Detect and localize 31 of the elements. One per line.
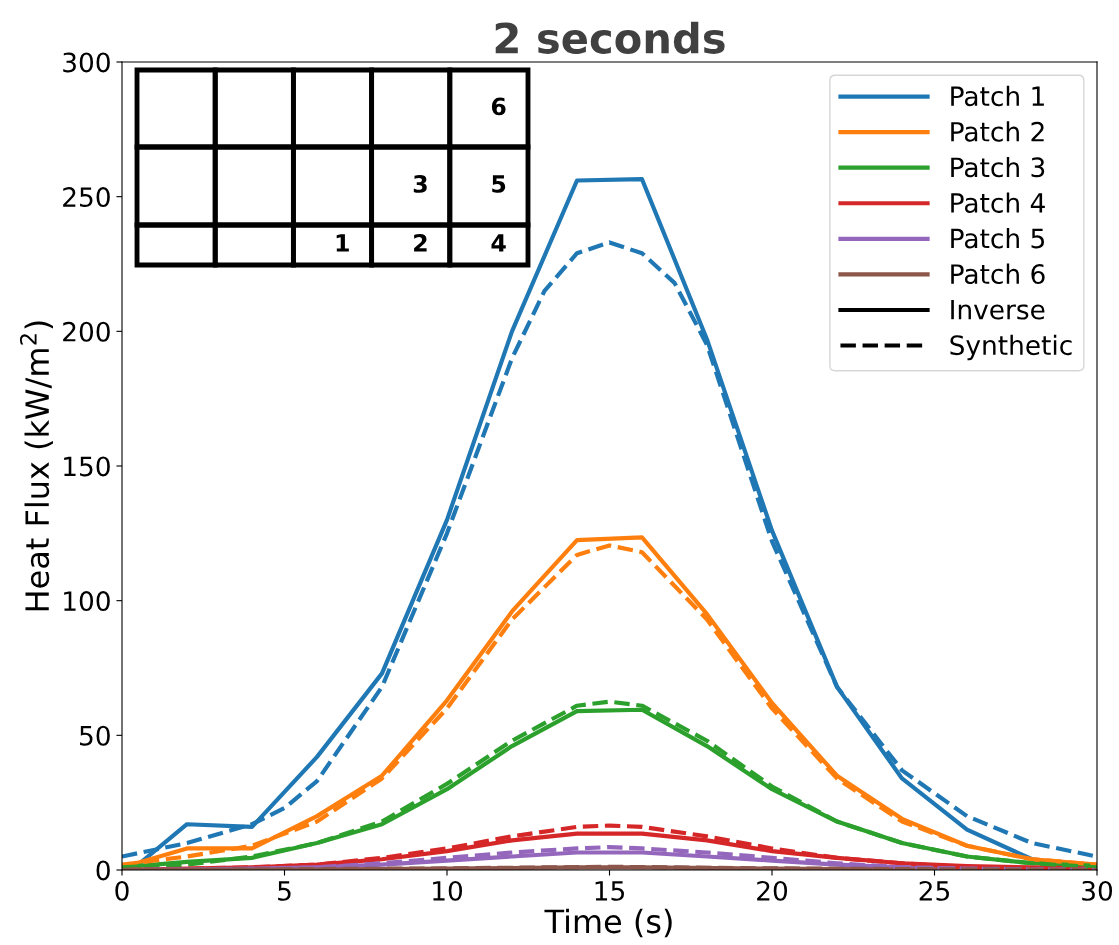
legend-label: Patch 4 [951, 192, 1045, 213]
legend-label: Patch 1 [951, 85, 1044, 107]
y-tick-label: 50 [80, 725, 110, 746]
legend-label: Patch 5 [951, 228, 1045, 249]
x-tick-label: 25 [919, 880, 949, 901]
x-tick-label: 30 [1082, 880, 1113, 901]
x-tick-label: 5 [278, 881, 291, 901]
legend-label: Inverse [951, 299, 1045, 320]
annotation: 5 [492, 175, 506, 193]
x-tick-label: 15 [595, 881, 624, 901]
legend-label: Synthetic [950, 334, 1072, 361]
y-axis-title: Heat Flux (kW/m$^{2}$) [19, 321, 53, 611]
legend-label: Patch 3 [951, 156, 1045, 178]
y-tick-label: 100 [64, 591, 110, 612]
y-tick-label: 250 [63, 187, 110, 208]
annotation: 3 [413, 174, 427, 193]
y-tick-label: 150 [64, 456, 110, 477]
legend-label: Patch 6 [951, 263, 1045, 285]
annotation: 1 [336, 234, 349, 252]
x-tick-label: 0 [115, 880, 129, 901]
chart-title: 2 seconds [495, 21, 725, 54]
x-tick-label: 10 [433, 880, 463, 901]
y-tick-label: 300 [63, 52, 110, 73]
legend-label: Patch 2 [951, 121, 1044, 142]
x-axis-title: Time (s) [544, 908, 672, 938]
y-tick-label: 0 [96, 860, 110, 881]
x-tick-label: 20 [757, 880, 788, 901]
y-tick-label: 200 [63, 321, 110, 342]
annotation: 6 [491, 97, 506, 116]
annotation: 2 [414, 233, 427, 252]
annotation: 4 [491, 234, 506, 252]
